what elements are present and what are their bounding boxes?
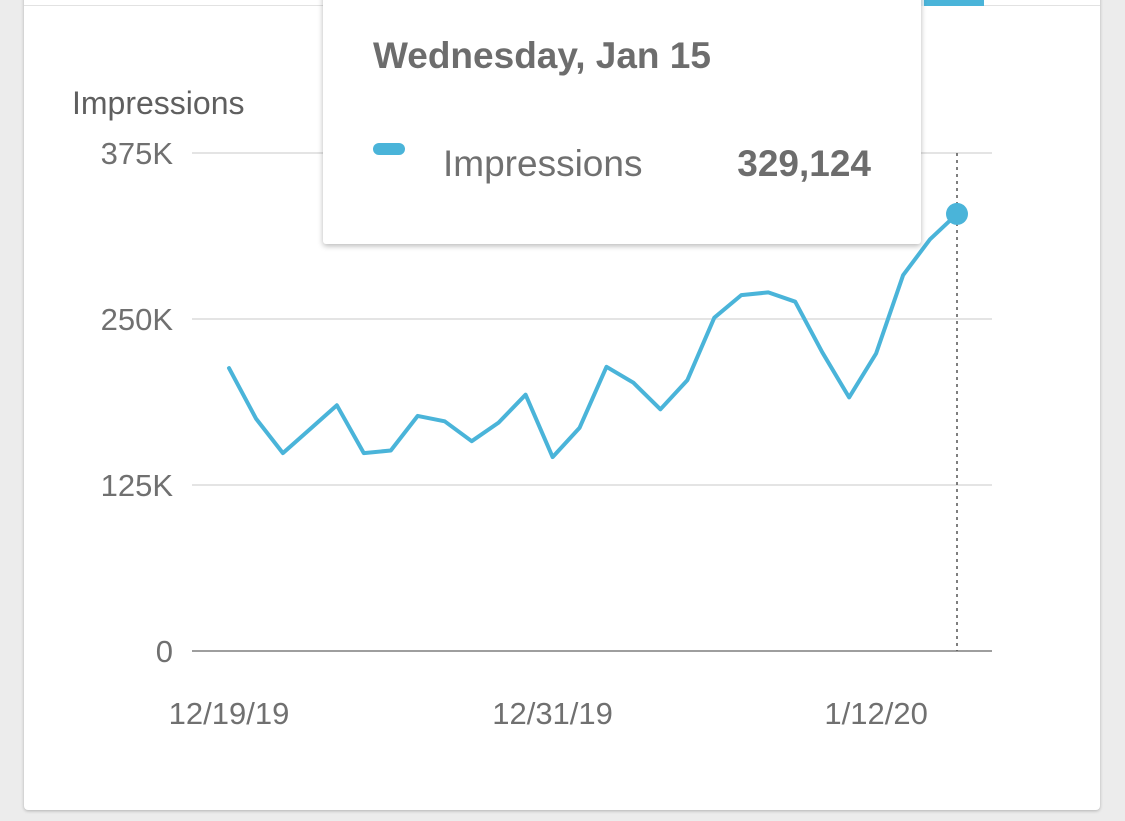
tooltip-series-swatch [373,143,405,155]
tooltip-date: Wednesday, Jan 15 [373,35,711,76]
x-tick-label: 12/31/19 [492,696,613,731]
y-tick-label: 250K [101,302,174,337]
x-tick-label: 12/19/19 [169,696,290,731]
y-axis-title: Impressions [72,85,245,121]
tab-indicator [924,0,984,6]
tooltip-series-name: Impressions [443,143,643,184]
highlighted-point [946,202,968,225]
x-tick-label: 1/12/20 [824,696,927,731]
y-tick-label: 0 [156,634,173,669]
y-tick-label: 125K [101,468,174,503]
tooltip-value: 329,124 [737,143,871,184]
chart-tooltip: Wednesday, Jan 15 Impressions 329,124 [323,0,921,244]
y-tick-label: 375K [101,136,174,171]
series-line-impressions [227,211,959,460]
